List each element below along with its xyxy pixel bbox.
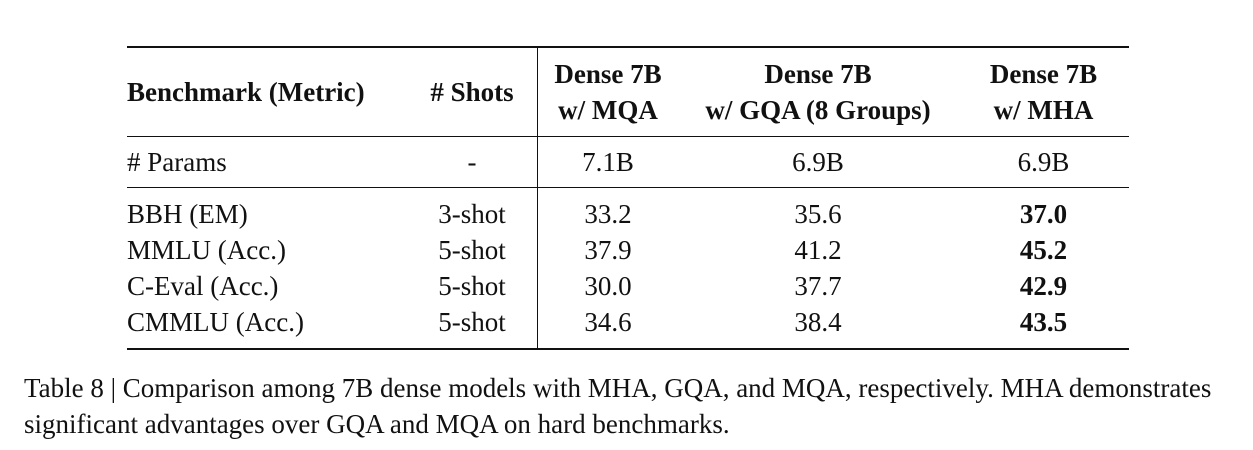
table-row: BBH (EM) 3-shot 33.2 35.6 37.0 <box>127 187 1129 232</box>
row-mha-best: 45.2 <box>1019 234 1068 265</box>
header-mha-line2: w/ MHA <box>993 95 1094 125</box>
row-shots: 5-shot <box>438 306 506 337</box>
row-mqa: 37.9 <box>537 232 678 268</box>
row-gqa: 35.6 <box>794 198 842 229</box>
header-gqa-line2: w/ GQA (8 Groups) <box>705 95 931 125</box>
row-mqa: 30.0 <box>537 268 678 304</box>
header-mha-line1: Dense 7B <box>989 59 1098 89</box>
row-mha-best: 37.0 <box>1019 198 1068 229</box>
comparison-table-container: Benchmark (Metric) # Shots Dense 7B w/ M… <box>127 46 1129 350</box>
params-shots: - <box>467 146 477 177</box>
row-shots: 5-shot <box>438 270 506 301</box>
params-gqa: 6.9B <box>792 146 844 177</box>
comparison-table: Benchmark (Metric) # Shots Dense 7B w/ M… <box>127 46 1129 350</box>
row-gqa: 37.7 <box>794 270 842 301</box>
header-gqa: Dense 7B w/ GQA (8 Groups) <box>678 47 958 137</box>
header-shots: # Shots <box>430 77 514 107</box>
table-row: CMMLU (Acc.) 5-shot 34.6 38.4 43.5 <box>127 304 1129 349</box>
header-mqa-line2: w/ MQA <box>558 95 658 125</box>
params-mqa: 7.1B <box>537 136 678 188</box>
row-gqa: 41.2 <box>794 234 842 265</box>
header-mqa-line1: Dense 7B <box>554 59 662 89</box>
row-benchmark: MMLU (Acc.) <box>127 234 286 265</box>
row-shots: 5-shot <box>438 234 506 265</box>
header-gqa-line1: Dense 7B <box>764 59 872 89</box>
table-header-row: Benchmark (Metric) # Shots Dense 7B w/ M… <box>127 47 1129 137</box>
row-benchmark: C-Eval (Acc.) <box>127 270 279 301</box>
params-mha: 6.9B <box>1017 146 1070 177</box>
header-gqa-text: Dense 7B w/ GQA (8 Groups) <box>705 56 930 128</box>
row-mqa: 34.6 <box>537 304 678 349</box>
params-label: # Params <box>127 146 227 177</box>
header-mqa-text: Dense 7B w/ MQA <box>554 56 661 128</box>
row-benchmark: BBH (EM) <box>127 198 248 229</box>
header-mha: Dense 7B w/ MHA <box>958 47 1129 137</box>
row-mha-best: 42.9 <box>1019 270 1068 301</box>
table-caption: Table 8 | Comparison among 7B dense mode… <box>24 373 1212 439</box>
header-mqa: Dense 7B w/ MQA <box>537 47 678 137</box>
row-mha-best: 43.5 <box>1019 306 1068 337</box>
row-gqa: 38.4 <box>794 306 842 337</box>
row-benchmark: CMMLU (Acc.) <box>127 306 304 337</box>
table-row: C-Eval (Acc.) 5-shot 30.0 37.7 42.9 <box>127 268 1129 304</box>
table-row: MMLU (Acc.) 5-shot 37.9 41.2 45.2 <box>127 232 1129 268</box>
header-benchmark: Benchmark (Metric) <box>127 77 365 107</box>
row-mqa: 33.2 <box>537 187 678 232</box>
header-mha-text: Dense 7B w/ MHA <box>990 56 1097 128</box>
params-row: # Params - 7.1B 6.9B 6.9B <box>127 136 1129 188</box>
row-shots: 3-shot <box>438 198 506 229</box>
